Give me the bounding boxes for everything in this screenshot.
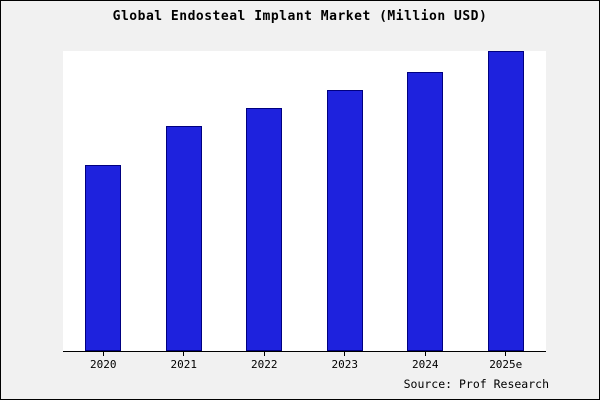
x-tick: 2022	[234, 352, 294, 371]
x-axis-labels: 2020 2021 2022 2023 2024 2025e	[63, 352, 546, 371]
x-tick-label: 2025e	[489, 358, 523, 371]
bar-slot	[246, 51, 283, 351]
tick-mark	[505, 352, 507, 356]
bar-2020	[85, 165, 122, 351]
bars-row	[63, 51, 546, 351]
tick-mark	[102, 352, 104, 356]
bar-2024	[407, 72, 444, 351]
bar-2025e	[487, 51, 524, 351]
bar-2021	[165, 126, 202, 351]
x-tick: 2024	[395, 352, 455, 371]
x-tick: 2020	[73, 352, 133, 371]
x-tick-label: 2021	[170, 358, 198, 371]
bar-slot	[487, 51, 524, 351]
bar-2023	[326, 90, 363, 351]
x-tick-label: 2022	[251, 358, 278, 371]
chart-title: Global Endosteal Implant Market (Million…	[112, 9, 488, 24]
x-tick-label: 2024	[412, 358, 439, 371]
bar-slot	[326, 51, 363, 351]
tick-mark	[424, 352, 426, 356]
x-tick-label: 2023	[331, 358, 359, 371]
plot-area	[63, 51, 546, 352]
x-tick: 2021	[154, 352, 214, 371]
source-note: Source: Prof Research	[403, 377, 549, 391]
tick-mark	[344, 352, 346, 356]
bar-2022	[246, 108, 283, 351]
x-tick-label: 2020	[90, 358, 117, 371]
tick-mark	[183, 352, 185, 356]
bar-slot	[407, 51, 444, 351]
tick-mark	[263, 352, 265, 356]
bar-slot	[165, 51, 202, 351]
bar-slot	[85, 51, 122, 351]
x-tick: 2025e	[476, 352, 536, 371]
x-tick: 2023	[315, 352, 375, 371]
